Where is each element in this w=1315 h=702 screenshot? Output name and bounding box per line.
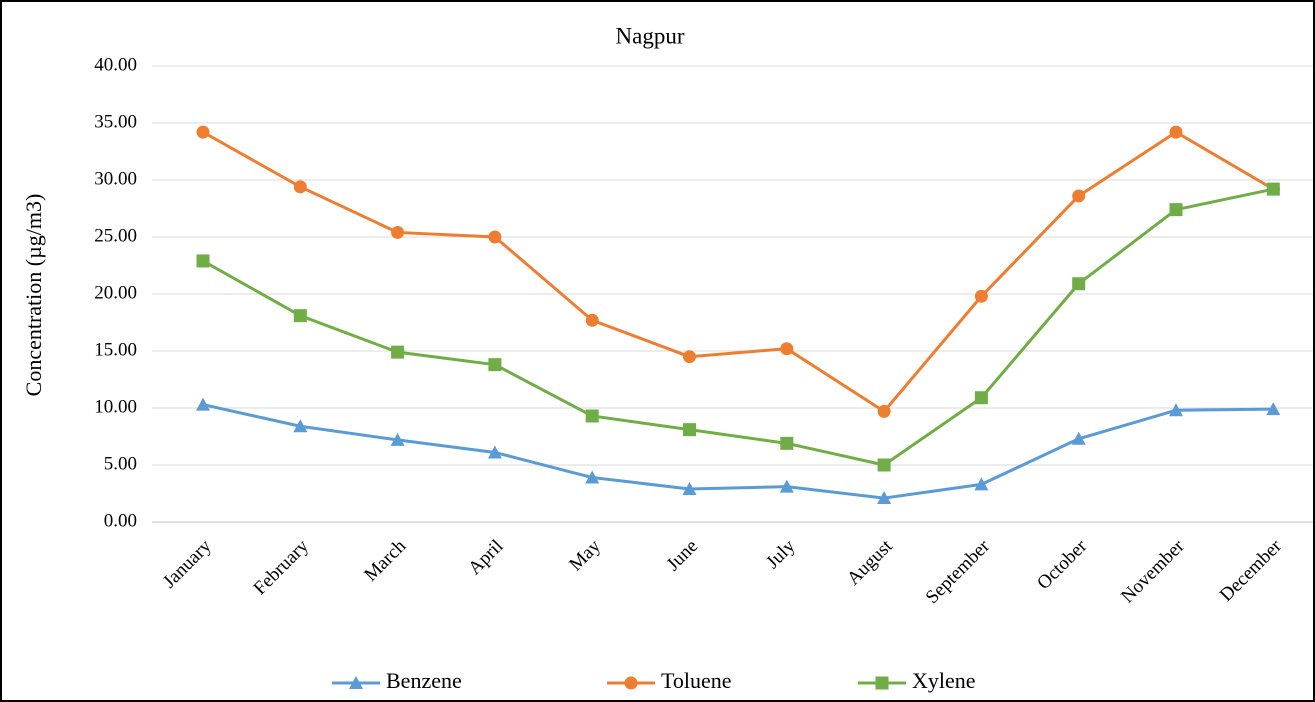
data-point [391,225,405,239]
series-line [202,403,1274,500]
data-point [196,125,210,139]
data-point [488,358,502,372]
legend-label: Xylene [912,668,976,693]
y-tick-label: 10.00 [94,396,137,417]
data-point [1071,431,1086,445]
data-point [780,342,794,356]
data-point [974,289,988,303]
data-point [1266,182,1280,196]
data-point [683,350,696,364]
y-tick-label: 40.00 [94,54,137,75]
y-tick-label: 5.00 [104,453,137,474]
data-point [683,423,696,437]
y-tick-label: 0.00 [104,510,137,531]
data-point [196,397,210,411]
data-point [293,180,307,194]
y-tick-label: 30.00 [94,168,137,189]
data-point [391,345,405,359]
data-point [293,419,308,433]
data-point [1169,203,1183,217]
series-line [202,187,1274,467]
y-axis-label: Concentration (µg/m3) [21,194,46,397]
data-point [1072,189,1086,203]
data-point [877,404,891,418]
data-point [974,391,988,405]
data-point [682,481,697,495]
data-point [488,230,502,244]
y-tick-label: 15.00 [94,339,137,360]
data-point [487,445,502,459]
data-point [293,309,307,323]
legend-marker [624,676,638,690]
y-tick-label: 25.00 [94,225,137,246]
legend-marker [875,676,889,690]
data-point [877,491,892,505]
data-point [1266,402,1281,416]
y-tick-label: 35.00 [94,111,137,132]
legend-label: Toluene [661,668,732,693]
data-point [585,313,599,327]
y-tick-label: 20.00 [94,282,137,303]
data-point [1169,125,1183,139]
data-point [585,470,600,484]
data-point [390,432,405,446]
data-point [1072,277,1086,291]
data-point [974,477,989,491]
data-point [779,479,794,493]
chart-title: Nagpur [616,23,685,48]
legend-label: Benzene [386,668,462,693]
legend-marker [349,676,363,689]
data-point [877,458,891,472]
data-point [585,409,599,423]
data-point [1169,403,1183,417]
series-line [202,130,1275,414]
data-point [196,254,210,268]
data-point [780,436,794,450]
